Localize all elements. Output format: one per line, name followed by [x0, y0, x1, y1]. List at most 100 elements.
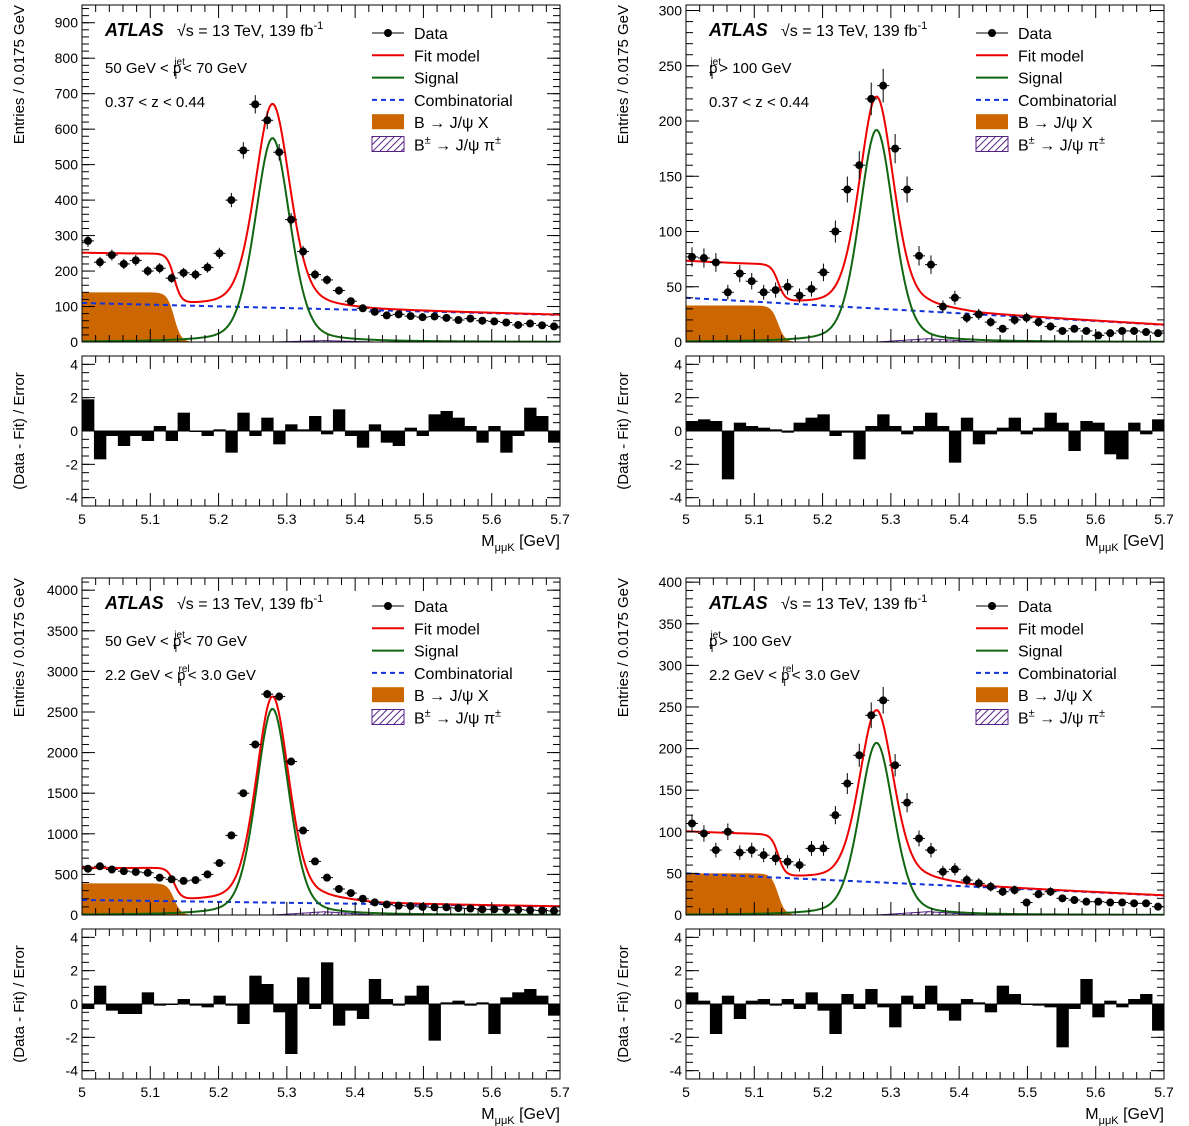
- data-point: [129, 255, 142, 266]
- pull-bar: [948, 1004, 962, 1021]
- data-point-marker: [915, 251, 924, 260]
- data-point: [464, 904, 477, 913]
- data-point: [1104, 329, 1117, 338]
- data-point-marker: [903, 798, 912, 807]
- pull-bar: [141, 431, 155, 441]
- pull-bar: [889, 426, 902, 431]
- data-point: [889, 134, 902, 164]
- data-point-marker: [938, 867, 947, 876]
- pull-bar: [1044, 1004, 1057, 1008]
- data-point-marker: [1034, 318, 1043, 327]
- data-point-marker: [311, 857, 320, 866]
- legend-label: B → J/ψ X: [414, 688, 489, 705]
- pull-bar: [261, 984, 274, 1004]
- data-point: [524, 906, 537, 915]
- data-point-marker: [215, 249, 224, 258]
- data-point: [309, 857, 321, 866]
- x-tick-label: 5.5: [414, 1084, 434, 1100]
- data-point-marker: [502, 905, 511, 914]
- data-point-marker: [759, 288, 768, 297]
- data-point: [936, 300, 949, 313]
- atlas-label: ATLAS: [708, 20, 768, 40]
- pull-bar: [889, 1004, 902, 1028]
- pull-bar: [829, 1004, 842, 1034]
- data-point-marker: [735, 269, 744, 278]
- legend-label: Combinatorial: [1018, 93, 1117, 110]
- data-point-marker: [974, 879, 983, 888]
- pull-bar: [805, 992, 818, 1004]
- data-point: [697, 825, 710, 842]
- data-point: [344, 889, 357, 898]
- data-point: [1008, 885, 1021, 895]
- y-tick-label: 400: [55, 192, 79, 208]
- data-point: [82, 234, 94, 247]
- data-point: [321, 873, 333, 882]
- x-axis-label: MμμK [GeV]: [1085, 533, 1164, 554]
- x-tick-label: 5.4: [949, 1084, 969, 1100]
- data-point: [960, 312, 973, 323]
- data-point: [380, 311, 393, 320]
- pull-bar: [117, 431, 131, 446]
- data-point-marker: [1118, 898, 1127, 907]
- data-point-marker: [322, 275, 331, 284]
- data-point-marker: [239, 146, 248, 155]
- data-point-marker: [418, 902, 427, 911]
- data-point-marker: [490, 905, 499, 914]
- data-point: [141, 868, 154, 877]
- legend-item-signal: Signal: [372, 71, 458, 88]
- data-point: [452, 904, 465, 913]
- data-point-marker: [442, 313, 451, 322]
- pull-bar: [524, 407, 537, 431]
- y-tick-label: 500: [55, 157, 79, 173]
- main-frame: [81, 577, 561, 916]
- pull-bar: [213, 429, 226, 431]
- data-point-marker: [406, 902, 415, 911]
- data-point: [1032, 890, 1045, 899]
- pull-bar: [452, 417, 465, 431]
- data-point-marker: [699, 254, 708, 263]
- pull-bar: [309, 1004, 322, 1009]
- pull-y-axis-label: (Data - Fit) / Error: [11, 945, 28, 1063]
- y-tick-label: 1000: [47, 826, 78, 842]
- data-point-marker: [514, 320, 523, 329]
- y-tick-label: 600: [55, 121, 79, 137]
- pull-y-tick-label: 4: [70, 929, 78, 945]
- pull-bar: [1152, 419, 1165, 431]
- pull-bar: [332, 1004, 346, 1026]
- pull-bar: [249, 431, 262, 436]
- pull-y-tick-label: -4: [66, 490, 79, 506]
- pull-bar: [177, 412, 190, 431]
- legend: Data Fit model Signal Combinatorial B → J/ψ …: [975, 599, 1117, 728]
- pull-bar: [297, 977, 310, 1004]
- data-point: [428, 903, 441, 912]
- data-point-marker: [275, 148, 284, 157]
- data-point: [93, 862, 106, 871]
- pull-y-tick-label: -4: [670, 1063, 683, 1079]
- data-point: [901, 176, 914, 203]
- bpi-area: [273, 911, 376, 915]
- data-point: [332, 885, 345, 894]
- pull-bar: [356, 1004, 370, 1019]
- y-tick-label: 400: [659, 574, 683, 590]
- data-point: [829, 806, 842, 825]
- fit-model-curve: [686, 95, 1164, 326]
- data-point: [141, 266, 154, 277]
- data-point-marker: [538, 906, 547, 915]
- data-point: [733, 264, 746, 283]
- legend-label: Signal: [1018, 644, 1062, 661]
- pull-bar: [733, 422, 747, 431]
- data-point: [709, 253, 722, 272]
- cut-label: 2.2 GeV < prel T < 3.0 GeV: [709, 664, 860, 689]
- legend-label: Fit model: [1018, 621, 1084, 638]
- pull-y-axis-label: (Data - Fit) / Error: [615, 945, 632, 1063]
- y-tick-label: 4000: [47, 582, 78, 598]
- legend-item-data: Data: [372, 26, 448, 43]
- y-tick-label: 3500: [47, 623, 78, 639]
- pull-bar: [344, 431, 358, 436]
- legend-label: B± → J/ψ π±: [414, 708, 501, 728]
- data-point-marker: [179, 876, 188, 885]
- panel-top-left: 0 100 200 300 400 500 600 700 800 900 Entries / 0.…: [11, 4, 570, 554]
- x-tick-label: 5.5: [1018, 1084, 1038, 1100]
- atlas-label: ATLAS: [104, 593, 164, 613]
